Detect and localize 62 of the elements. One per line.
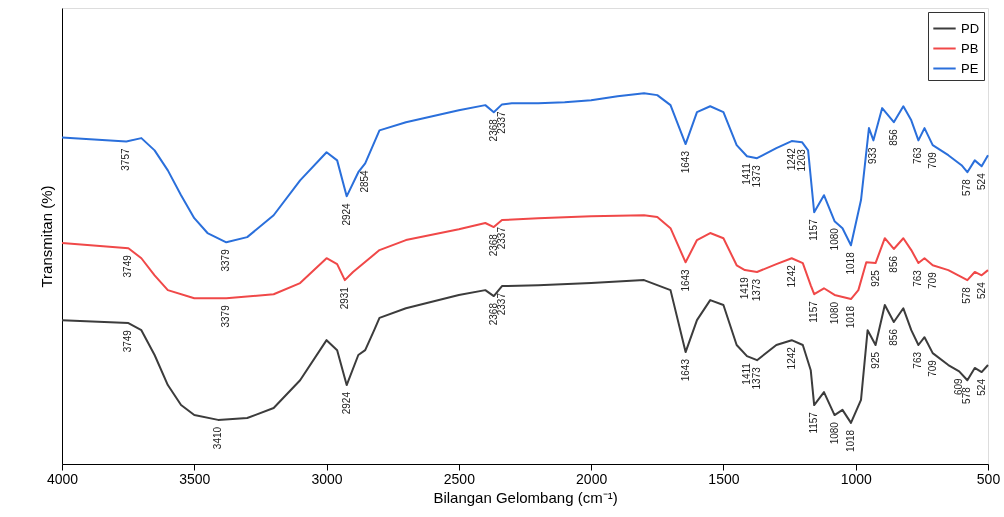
x-tick-label: 1500 (708, 470, 740, 487)
annotation: 1373 (751, 278, 763, 302)
annotation: 524 (975, 281, 987, 299)
annotation: 3410 (212, 426, 224, 450)
annotation: 1080 (828, 301, 840, 325)
annotation: 2931 (338, 286, 350, 310)
annotation: 1373 (751, 164, 763, 188)
annotation: 3749 (122, 254, 134, 278)
annotation: 3379 (220, 248, 232, 272)
annotation: 3749 (122, 329, 134, 353)
annotation: 3379 (220, 304, 232, 328)
y-axis-title: Transmitan (%) (37, 185, 55, 288)
annotation: 578 (961, 178, 973, 196)
annotation: 856 (887, 128, 899, 146)
annotation: 856 (887, 328, 899, 346)
annotation: 578 (961, 286, 973, 304)
annotation: 524 (975, 378, 987, 396)
annotation: 1419 (738, 276, 750, 300)
annotation: 2924 (340, 391, 352, 415)
annotation: 925 (869, 269, 881, 287)
annotation: 933 (867, 146, 879, 165)
x-tick-label: 4000 (46, 470, 79, 487)
annotation: 709 (926, 151, 938, 169)
annotation: 1643 (679, 150, 691, 174)
annotation: 1080 (828, 421, 840, 445)
annotation: 2924 (340, 202, 352, 226)
annotation: 925 (869, 351, 881, 369)
annotation: 1018 (844, 429, 856, 453)
x-tick-label: 3500 (179, 470, 211, 487)
annotation: 1080 (828, 227, 840, 251)
annotation: 1242 (785, 147, 797, 171)
x-tick-label: 3000 (311, 470, 343, 487)
annotation: 1018 (844, 305, 856, 329)
annotation: 524 (975, 172, 987, 190)
annotation: 1411 (740, 362, 752, 385)
annotation: 1157 (808, 300, 820, 323)
x-axis-title: Bilangan Gelombang (cm⁻¹) (433, 488, 618, 506)
x-tick-label: 1000 (840, 470, 872, 487)
x-tick-label: 2000 (576, 470, 608, 487)
annotation: 2854 (359, 169, 371, 193)
annotation: 1643 (679, 268, 691, 292)
x-tick-label: 2500 (443, 470, 476, 487)
annotation: 1157 (808, 218, 820, 241)
annotation: 763 (912, 351, 924, 369)
annotation: 1242 (785, 346, 797, 370)
annotation: 1242 (785, 264, 797, 288)
x-tick-label: 500 (976, 470, 1001, 487)
annotation: 856 (887, 255, 899, 273)
annotation: 709 (926, 359, 938, 377)
legend-label: PB (961, 40, 979, 56)
annotation: 1643 (679, 358, 691, 382)
annotation: 763 (912, 146, 924, 165)
legend-label: PD (961, 20, 980, 36)
annotation: 3757 (120, 148, 132, 171)
annotation: 1373 (751, 366, 763, 390)
annotation: 1018 (844, 251, 856, 275)
annotation: 1411 (740, 162, 752, 185)
annotation: 1157 (808, 411, 820, 434)
annotation: 763 (912, 269, 924, 287)
annotation: 1203 (796, 148, 808, 172)
annotation: 709 (926, 271, 938, 289)
legend-label: PE (961, 60, 979, 76)
